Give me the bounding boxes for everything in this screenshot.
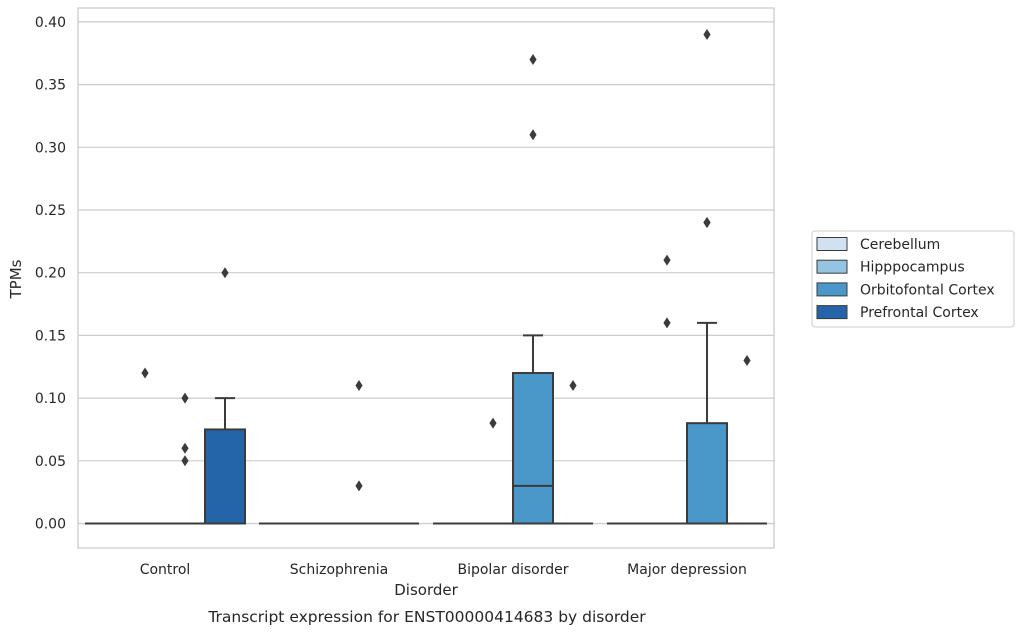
x-tick-label: Control (140, 562, 191, 578)
legend-swatch (816, 282, 848, 297)
x-tick-label: Schizophrenia (290, 562, 388, 578)
legend-swatch (816, 305, 848, 320)
outlier-point (489, 417, 497, 429)
legend-label: Cerebellum (860, 237, 940, 253)
y-tick-label: 0.30 (35, 140, 66, 156)
x-axis-label: Disorder (394, 581, 458, 599)
legend-label: Prefrontal Cortex (860, 305, 979, 321)
x-tick-label: Bipolar disorder (457, 562, 568, 578)
outlier-point (663, 254, 671, 266)
y-tick-label: 0.15 (35, 328, 66, 344)
legend-label: Hipppocampus (860, 260, 965, 276)
outlier-point (663, 317, 671, 329)
outlier-point (355, 480, 363, 492)
grid-lines (78, 21, 774, 525)
legend-label: Orbitofontal Cortex (860, 282, 995, 298)
outlier-point (181, 392, 189, 404)
y-tick-labels: 0.00 0.05 0.10 0.15 0.20 0.25 0.30 0.35 0.40 (35, 15, 66, 533)
box (204, 428, 246, 525)
legend-swatch (816, 259, 848, 274)
outlier-point (529, 129, 537, 141)
y-tick-label: 0.40 (35, 15, 66, 31)
outlier-point (355, 380, 363, 392)
outlier-point (141, 367, 149, 379)
chart-caption: Transcript expression for ENST0000041468… (207, 608, 646, 626)
outlier-point (181, 455, 189, 467)
y-tick-label: 0.25 (35, 203, 66, 219)
outlier-point (529, 54, 537, 66)
outlier-point (181, 442, 189, 454)
y-tick-label: 0.05 (35, 454, 66, 470)
box (686, 422, 728, 525)
y-tick-label: 0.00 (35, 517, 66, 533)
x-tick-labels: Control Schizophrenia Bipolar disorder Majo… (140, 562, 747, 578)
y-axis-label: TPMs (7, 259, 25, 299)
y-tick-label: 0.10 (35, 391, 66, 407)
outlier-point (221, 267, 229, 279)
outlier-point (703, 28, 711, 40)
outlier-point (569, 380, 577, 392)
legend-frame (811, 230, 1015, 328)
box-plot-marks (85, 28, 767, 525)
y-tick-label: 0.20 (35, 266, 66, 282)
x-tick-label: Major depression (627, 562, 747, 578)
legend: Cerebellum Hipppocampus Orbitofontal Corte… (811, 230, 1015, 328)
outlier-point (703, 217, 711, 229)
y-tick-label: 0.35 (35, 78, 66, 94)
plot-frame (77, 7, 775, 549)
plot-background (78, 8, 774, 548)
box (512, 372, 554, 525)
legend-swatch (816, 237, 848, 251)
outlier-point (743, 354, 751, 366)
